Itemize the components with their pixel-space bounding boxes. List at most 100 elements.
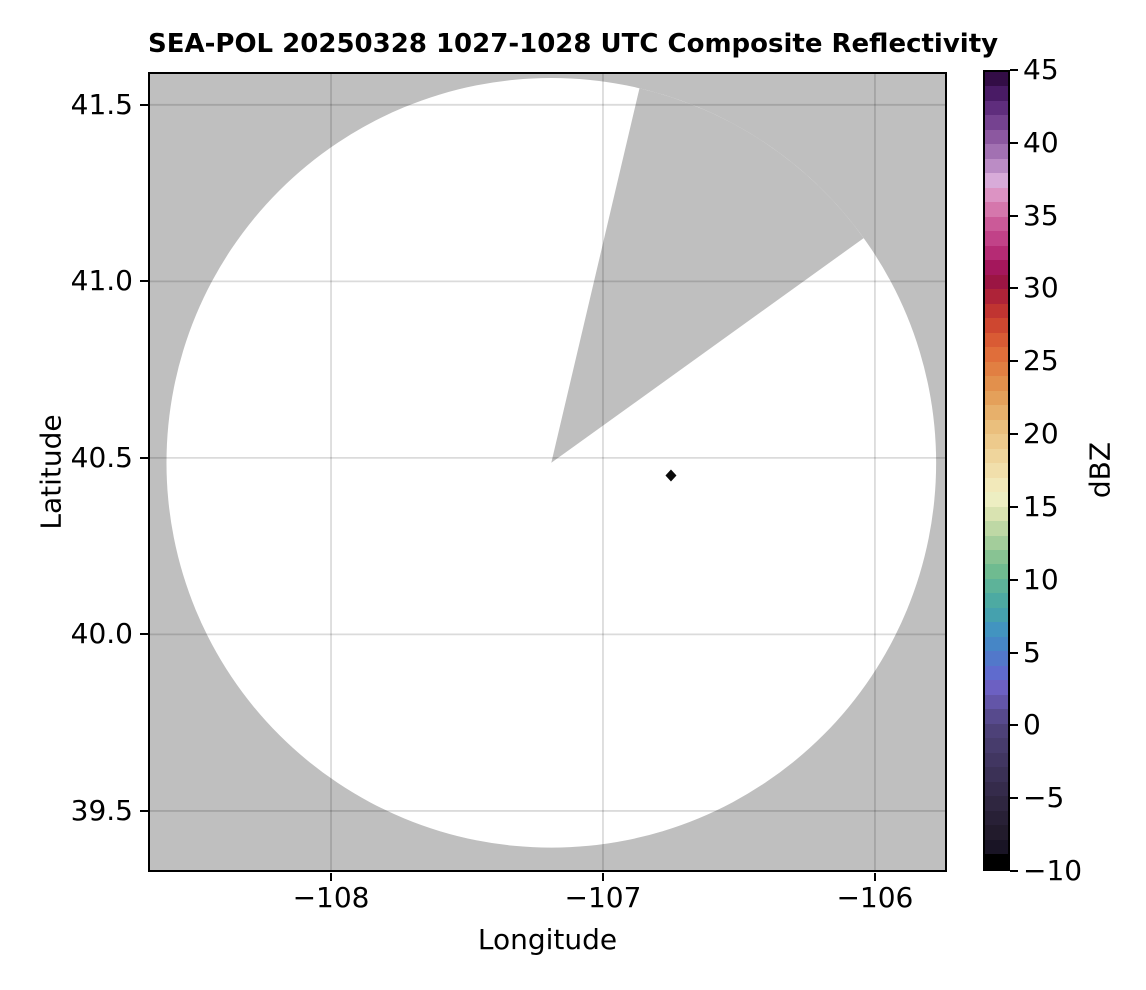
colorbar-band	[985, 434, 1008, 449]
colorbar-band	[985, 231, 1008, 246]
colorbar-label: dBZ	[1083, 441, 1117, 499]
colorbar-band	[985, 332, 1008, 348]
colorbar-tick-label: 15	[1023, 489, 1059, 523]
colorbar-band	[985, 463, 1008, 478]
colorbar-band	[985, 72, 1008, 87]
colorbar-band	[985, 245, 1008, 261]
colorbar-tick-label: 20	[1023, 417, 1059, 451]
colorbar-band	[985, 86, 1008, 101]
colorbar-band	[985, 810, 1008, 826]
colorbar-band	[985, 187, 1008, 203]
colorbar-band	[985, 781, 1008, 797]
colorbar-band	[985, 549, 1008, 565]
colorbar-tick-label: 30	[1023, 271, 1059, 305]
colorbar-band	[985, 723, 1008, 739]
colorbar-band	[985, 825, 1008, 840]
colorbar-band	[985, 578, 1008, 594]
plot-title: SEA-POL 20250328 1027-1028 UTC Composite…	[148, 29, 999, 59]
colorbar-tick-mark	[1010, 578, 1018, 581]
colorbar-band	[985, 535, 1008, 550]
colorbar-tick-label: 5	[1023, 635, 1041, 669]
echo-marker	[665, 469, 677, 482]
colorbar-tick-mark	[1010, 287, 1018, 290]
colorbar-tick-label: 0	[1023, 708, 1041, 742]
colorbar-band	[985, 303, 1008, 319]
colorbar-band	[985, 361, 1008, 377]
colorbar-band	[985, 173, 1008, 188]
y-tick-mark	[140, 280, 148, 283]
colorbar-band	[985, 202, 1008, 217]
colorbar-band	[985, 665, 1008, 681]
colorbar-tick-mark	[1010, 505, 1018, 508]
colorbar-band	[985, 318, 1008, 333]
colorbar-band	[985, 289, 1008, 304]
x-tick-mark	[873, 873, 876, 881]
colorbar-tick-mark	[1010, 433, 1018, 436]
colorbar-band	[985, 622, 1008, 637]
y-tick-mark	[140, 809, 148, 812]
colorbar-band	[985, 521, 1008, 536]
x-axis-label: Longitude	[477, 923, 618, 956]
colorbar-tick-label: −10	[1023, 854, 1083, 887]
colorbar-tick-mark	[1010, 141, 1018, 144]
colorbar-band	[985, 274, 1008, 290]
y-tick-label: 40.5	[70, 440, 133, 474]
colorbar-band	[985, 738, 1008, 753]
colorbar-band	[985, 492, 1008, 507]
colorbar-band	[985, 390, 1008, 406]
colorbar-band	[985, 694, 1008, 710]
colorbar-band	[985, 607, 1008, 623]
colorbar-band	[985, 129, 1008, 145]
x-tick-label: −107	[564, 881, 642, 914]
colorbar-tick-mark	[1010, 724, 1018, 727]
colorbar-band	[985, 854, 1008, 869]
colorbar-band	[985, 158, 1008, 174]
colorbar-tick-mark	[1010, 360, 1018, 363]
plot-area	[148, 72, 947, 872]
colorbar-tick-mark	[1010, 651, 1018, 654]
x-tick-mark	[601, 873, 604, 881]
y-tick-label: 41.5	[70, 87, 133, 121]
y-tick-mark	[140, 456, 148, 459]
y-tick-mark	[140, 633, 148, 636]
colorbar-tick-label: 35	[1023, 198, 1059, 232]
x-tick-mark	[330, 873, 333, 881]
colorbar-tick-mark	[1010, 214, 1018, 217]
colorbar-band	[985, 347, 1008, 362]
colorbar-band	[985, 144, 1008, 159]
x-tick-label: −106	[836, 881, 914, 914]
colorbar-tick-label: 40	[1023, 125, 1059, 159]
colorbar-tick-label: −5	[1023, 781, 1065, 815]
colorbar-band	[985, 680, 1008, 695]
colorbar-band	[985, 506, 1008, 522]
colorbar-band	[985, 448, 1008, 464]
colorbar-band	[985, 752, 1008, 768]
colorbar-band	[985, 709, 1008, 724]
colorbar-tick-label: 25	[1023, 344, 1059, 378]
colorbar-tick-label: 45	[1023, 53, 1059, 86]
y-tick-label: 40.0	[70, 617, 133, 651]
colorbar-band	[985, 419, 1008, 435]
colorbar-band	[985, 115, 1008, 130]
colorbar-band	[985, 376, 1008, 391]
axes-spine	[148, 72, 947, 872]
colorbar-band	[985, 564, 1008, 579]
colorbar-tick-mark	[1010, 69, 1018, 71]
colorbar-band	[985, 477, 1008, 493]
y-tick-label: 39.5	[70, 793, 133, 827]
colorbar-band	[985, 767, 1008, 782]
colorbar-tick-mark	[1010, 797, 1018, 800]
blocked-sector-wedge	[551, 88, 864, 463]
colorbar-band	[985, 216, 1008, 232]
colorbar	[983, 70, 1010, 871]
colorbar-band	[985, 593, 1008, 608]
colorbar-band	[985, 651, 1008, 666]
colorbar-band	[985, 796, 1008, 811]
colorbar-band	[985, 839, 1008, 855]
colorbar-band	[985, 405, 1008, 420]
y-tick-label: 41.0	[70, 264, 133, 298]
colorbar-band	[985, 636, 1008, 652]
colorbar-band	[985, 100, 1008, 116]
colorbar-band	[985, 260, 1008, 275]
